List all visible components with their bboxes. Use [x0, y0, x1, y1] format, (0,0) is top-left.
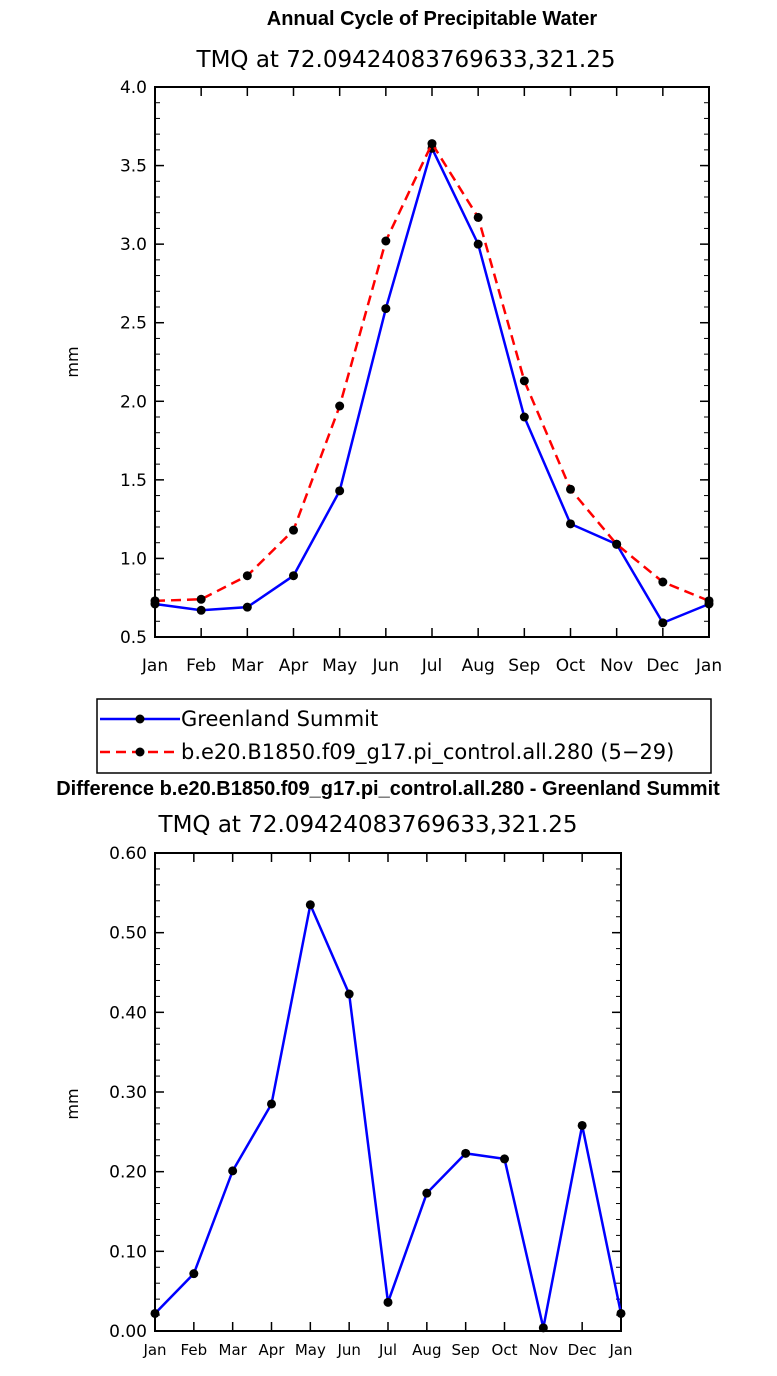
series-0-point: [538, 1323, 548, 1333]
x-tick-label: Oct: [556, 656, 586, 676]
y-tick-label: 0.40: [109, 1003, 147, 1023]
chart1-axes: 0.5 1.0 1.5 2.0 2.5 3.0 3.5 4.0 Jan Feb Mar Apr May J…: [120, 78, 722, 676]
x-tick-label: May: [295, 1341, 326, 1359]
series-0-point: [658, 618, 668, 628]
x-tick-label: Nov: [529, 1341, 558, 1359]
series-line-1: [154, 140, 710, 603]
plot-frame: [154, 86, 710, 638]
series-1-point: [658, 577, 668, 587]
chart2-subtitle: TMQ at 72.09424083769633,321.25: [158, 812, 578, 838]
x-tick-label: Jul: [378, 1341, 397, 1359]
x-tick-label: Dec: [646, 656, 679, 676]
chart2-title: Difference b.e20.B1850.f09_g17.pi_contro…: [56, 778, 720, 800]
legend: Greenland Summit b.e20.B1850.f09_g17.pi_…: [96, 698, 712, 774]
series-0-point: [461, 1148, 471, 1158]
x-tick-label: Jun: [372, 656, 400, 676]
series-1-point: [242, 571, 252, 581]
x-tick-label: Jan: [142, 1341, 166, 1359]
y-tick-label: 0.5: [120, 628, 147, 648]
x-tick-label: Feb: [181, 1341, 208, 1359]
x-tick-label: Dec: [568, 1341, 597, 1359]
x-tick-label: Apr: [259, 1341, 286, 1359]
y-tick-label: 2.0: [120, 392, 147, 412]
series-1-point: [612, 539, 622, 549]
precipitable-water-chart: Annual Cycle of Precipitable Water TMQ a…: [63, 8, 722, 676]
chart1-ylabel: mm: [63, 346, 82, 377]
series-0-point: [267, 1099, 276, 1109]
x-tick-label: Oct: [492, 1341, 518, 1359]
legend-marker-greenland: [135, 714, 145, 724]
legend-label-model: b.e20.B1850.f09_g17.pi_control.all.280 (…: [181, 740, 674, 765]
y-tick-label: 4.0: [120, 78, 147, 98]
plot-frame: [154, 852, 622, 1332]
y-tick-label: 1.0: [120, 549, 147, 569]
y-tick-label: 3.0: [120, 235, 147, 255]
series-0-point: [566, 519, 575, 529]
series-0-point: [383, 1297, 393, 1307]
series-1-point: [566, 484, 575, 494]
x-tick-label: May: [322, 656, 357, 676]
legend-marker-model: [135, 747, 145, 757]
x-tick-label: Nov: [600, 656, 633, 676]
chart1-series: [150, 139, 714, 628]
series-0-point: [189, 1269, 199, 1279]
series-0-point: [344, 989, 354, 999]
x-tick-label: Aug: [412, 1341, 441, 1359]
x-tick-label: Sep: [508, 656, 540, 676]
series-0-point: [305, 900, 315, 910]
x-tick-label: Mar: [231, 656, 263, 676]
series-1-point: [519, 376, 529, 386]
series-0-point: [196, 605, 206, 615]
series-0-point: [381, 304, 391, 314]
series-0-point: [242, 602, 252, 612]
series-0-point: [616, 1308, 626, 1318]
series-0-point: [473, 239, 483, 249]
x-tick-label: Sep: [452, 1341, 480, 1359]
series-0-point: [228, 1166, 238, 1176]
legend-label-greenland: Greenland Summit: [181, 707, 378, 731]
x-tick-label: Aug: [462, 656, 495, 676]
series-line-0: [154, 900, 623, 1329]
series-0-point: [289, 571, 298, 581]
y-tick-label: 3.5: [120, 157, 147, 177]
x-tick-label: Jun: [336, 1341, 360, 1359]
x-tick-label: Jan: [695, 656, 722, 676]
y-tick-label: 0.20: [109, 1163, 147, 1183]
y-tick-label: 0.50: [109, 924, 147, 944]
series-0-point: [500, 1154, 509, 1164]
series-1-point: [473, 212, 483, 222]
legend-box: [96, 698, 712, 774]
series-1-point: [335, 401, 345, 411]
difference-chart: Difference b.e20.B1850.f09_g17.pi_contro…: [56, 778, 720, 1359]
y-tick-label: 1.5: [120, 471, 147, 491]
y-tick-label: 2.5: [120, 314, 147, 334]
y-tick-label: 0.30: [109, 1083, 147, 1103]
series-1-point: [704, 596, 714, 606]
y-tick-label: 0.00: [109, 1322, 147, 1342]
series-1-point: [150, 596, 160, 606]
x-tick-label: Jan: [608, 1341, 632, 1359]
series-0-point: [519, 412, 529, 422]
y-tick-label: 0.60: [109, 844, 147, 864]
series-1-point: [289, 525, 298, 535]
series-1-point: [427, 139, 437, 149]
x-tick-label: Apr: [279, 656, 308, 676]
x-tick-label: Jan: [141, 656, 168, 676]
chart2-series: [150, 900, 626, 1333]
series-1-point: [196, 594, 206, 604]
x-tick-label: Jul: [421, 656, 443, 676]
series-0-point: [335, 486, 345, 496]
chart1-title: Annual Cycle of Precipitable Water: [267, 8, 598, 30]
series-0-point: [422, 1188, 432, 1198]
chart2-axes: 0.00 0.10 0.20 0.30 0.40 0.50 0.60 Jan Feb Mar Apr…: [109, 844, 632, 1359]
x-tick-label: Mar: [219, 1341, 248, 1359]
chart2-ylabel: mm: [63, 1088, 82, 1119]
series-1-point: [381, 236, 391, 246]
series-0-point: [577, 1120, 587, 1130]
series-0-point: [150, 1308, 160, 1318]
chart1-subtitle: TMQ at 72.09424083769633,321.25: [196, 47, 616, 73]
y-tick-label: 0.10: [109, 1242, 147, 1262]
x-tick-label: Feb: [186, 656, 216, 676]
